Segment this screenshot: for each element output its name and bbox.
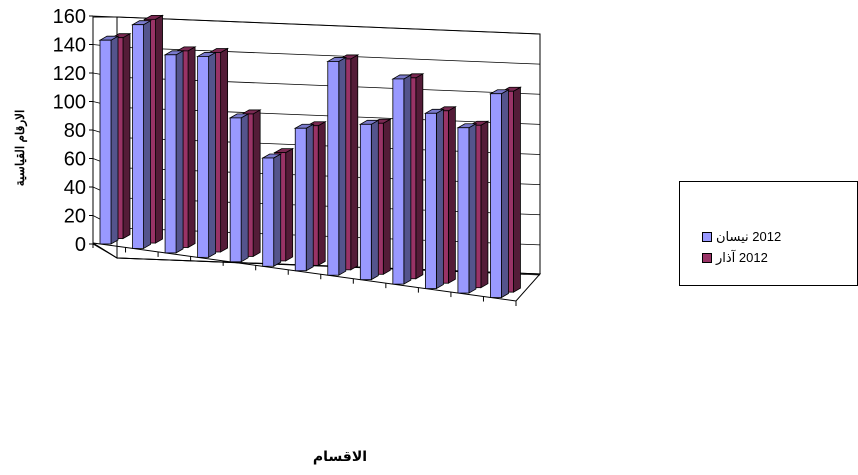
bar-side bbox=[513, 86, 521, 293]
y-tick-label: 100 bbox=[53, 92, 86, 114]
bar-side bbox=[155, 14, 163, 244]
bar-side bbox=[273, 153, 282, 267]
legend-label-series-2: 2012 آذار bbox=[716, 250, 768, 265]
bar bbox=[294, 127, 307, 272]
bar-side bbox=[252, 109, 261, 258]
bar bbox=[99, 39, 112, 245]
bar-side bbox=[110, 35, 119, 245]
y-tick-label: 0 bbox=[75, 234, 86, 256]
bar bbox=[490, 93, 502, 298]
bar-side bbox=[220, 47, 229, 253]
bar-side bbox=[285, 147, 294, 262]
y-tick-label: 140 bbox=[53, 35, 86, 57]
bar-side bbox=[122, 32, 131, 240]
bar-side bbox=[480, 120, 489, 289]
bar-side bbox=[175, 50, 184, 254]
legend: 2012 نيسان 2012 آذار bbox=[679, 181, 858, 286]
bar-side bbox=[370, 119, 379, 281]
bar-side bbox=[501, 89, 509, 299]
bar bbox=[132, 24, 144, 249]
y-tick-label: 60 bbox=[64, 149, 86, 171]
legend-swatch-series-1 bbox=[702, 232, 712, 242]
bar bbox=[327, 61, 340, 276]
bar bbox=[164, 54, 177, 254]
legend-entry-series-2: 2012 آذار bbox=[702, 250, 768, 266]
bar-side bbox=[382, 118, 391, 275]
y-axis-title: الارقام القياسية bbox=[13, 110, 28, 187]
legend-swatch-series-2 bbox=[702, 253, 712, 263]
bar-side bbox=[208, 51, 217, 259]
y-tick-label: 120 bbox=[53, 63, 86, 85]
bar-side bbox=[403, 74, 412, 285]
bar-side bbox=[435, 108, 444, 290]
y-tick-label: 80 bbox=[64, 120, 86, 142]
bar-side bbox=[447, 106, 456, 284]
bar-side bbox=[415, 73, 424, 280]
bar bbox=[457, 127, 470, 294]
legend-label-series-1: 2012 نيسان bbox=[716, 229, 782, 244]
bar bbox=[197, 56, 210, 258]
bar-side bbox=[338, 56, 347, 276]
x-axis-title: الاقسام bbox=[312, 448, 368, 464]
bar bbox=[424, 112, 437, 289]
bar-side bbox=[350, 54, 359, 271]
legend-entry-series-1: 2012 نيسان bbox=[702, 229, 781, 245]
y-tick-label: 20 bbox=[64, 206, 86, 228]
bar-side bbox=[143, 20, 151, 250]
bar bbox=[392, 78, 405, 285]
gridline bbox=[116, 16, 541, 35]
bar bbox=[359, 123, 372, 281]
gridline-side bbox=[92, 15, 118, 18]
bar-side bbox=[317, 121, 326, 267]
y-tick-label: 160 bbox=[53, 6, 86, 28]
bar-side bbox=[187, 46, 196, 249]
gridline-side bbox=[92, 243, 118, 259]
bar-side bbox=[468, 123, 477, 294]
bar-side bbox=[305, 123, 314, 272]
bar bbox=[229, 117, 242, 263]
y-tick-label: 40 bbox=[64, 177, 86, 199]
bar bbox=[262, 157, 275, 267]
bar-side bbox=[240, 113, 249, 263]
